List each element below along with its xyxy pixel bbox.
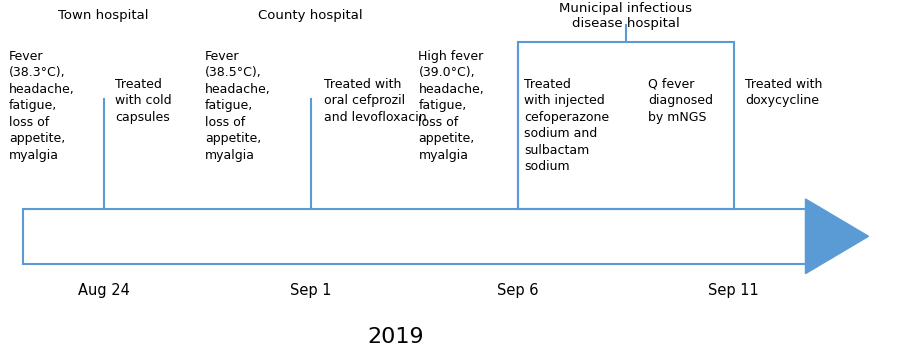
Text: Fever
(38.3°C),
headache,
fatigue,
loss of
appetite,
myalgia: Fever (38.3°C), headache, fatigue, loss …: [9, 50, 75, 161]
Text: High fever
(39.0°C),
headache,
fatigue,
loss of
appetite,
myalgia: High fever (39.0°C), headache, fatigue, …: [418, 50, 484, 161]
Text: Treated
with cold
capsules: Treated with cold capsules: [115, 78, 172, 124]
Text: Sep 11: Sep 11: [708, 283, 759, 298]
Text: Treated with
doxycycline: Treated with doxycycline: [745, 78, 823, 107]
Text: Sep 1: Sep 1: [290, 283, 331, 298]
Text: 2019: 2019: [368, 327, 424, 347]
Text: Q fever
diagnosed
by mNGS: Q fever diagnosed by mNGS: [648, 78, 713, 124]
Text: Treated with
oral cefprozil
and levofloxacin: Treated with oral cefprozil and levoflox…: [324, 78, 427, 124]
Text: Treated
with injected
cefoperazone
sodium and
sulbactam
sodium: Treated with injected cefoperazone sodiu…: [524, 78, 609, 173]
Text: Municipal infectious
disease hospital: Municipal infectious disease hospital: [559, 2, 692, 30]
Text: Aug 24: Aug 24: [77, 283, 130, 298]
Text: County hospital: County hospital: [258, 9, 363, 22]
Text: Fever
(38.5°C),
headache,
fatigue,
loss of
appetite,
myalgia: Fever (38.5°C), headache, fatigue, loss …: [205, 50, 271, 161]
Text: Town hospital: Town hospital: [58, 9, 148, 22]
Text: Sep 6: Sep 6: [497, 283, 538, 298]
Polygon shape: [806, 199, 868, 274]
Bar: [518, 42, 734, 209]
Bar: [22, 209, 806, 264]
